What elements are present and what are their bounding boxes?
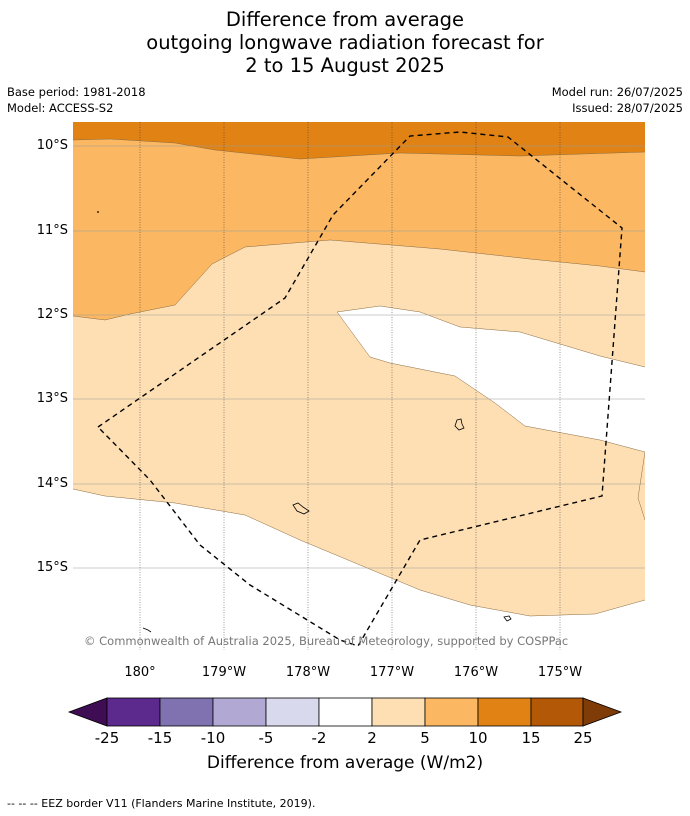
lon-label-175w: 175°W [537,665,583,680]
islands [142,418,512,633]
meta-left: Base period: 1981-2018 Model: ACCESS-S2 [7,84,146,116]
colorbar-tick-label: -5 [258,729,274,747]
colorbar-bin-7 [424,697,479,727]
lat-label-12s: 12°S [36,307,68,322]
model-name: Model: ACCESS-S2 [7,101,114,115]
meta-right: Model run: 26/07/2025 Issued: 28/07/2025 [552,84,683,116]
colorbar-bin-9 [530,697,584,727]
eez-border [96,131,623,647]
colorbar-bin-5 [318,697,373,727]
contour-dark-orange [73,122,645,159]
contour-white-east [337,306,645,452]
colorbar-bin-6 [371,697,426,727]
colorbar-bin-8 [477,697,532,727]
lon-label-180: 180° [124,665,156,680]
title-line-3: 2 to 15 August 2025 [245,54,445,77]
colorbar-extend-low [67,697,108,727]
colorbar-tick-label: 25 [573,729,593,747]
contour-medium-orange [73,139,645,320]
island-wallis [454,418,465,431]
colorbar-bin-2 [159,697,214,727]
issued-date: Issued: 28/07/2025 [572,101,683,115]
title-line-2: outgoing longwave radiation forecast for [146,31,544,54]
island-futuna [292,502,310,515]
model-run: Model run: 26/07/2025 [551,85,683,99]
colorbar-tick-label: 2 [367,729,377,747]
contour-lines [73,138,645,617]
colorbar-tick-label: -15 [147,729,173,747]
island-south [503,615,512,622]
colorbar-tick-label: -2 [311,729,327,747]
colorbar-extend-high [582,697,623,727]
copyright-notice: © Commonwealth of Australia 2025, Bureau… [84,634,569,648]
colorbar-bin-3 [212,697,267,727]
lat-label-15s: 15°S [36,560,68,575]
lon-label-179w: 179°W [201,665,247,680]
colorbar-tick-label: 5 [420,729,430,747]
colorbar [67,697,623,727]
island-west [142,627,152,633]
lon-label-177w: 177°W [369,665,415,680]
colorbar-tick-label: -25 [94,729,120,747]
colorbar-tick-label: 15 [521,729,541,747]
chart-title: Difference from average outgoing longwav… [0,8,690,77]
contour-white-southwest [73,489,645,650]
map-area [73,122,645,650]
colorbar-bin-1 [106,697,161,727]
lat-label-10s: 10°S [36,138,68,153]
colorbar-bin-4 [265,697,320,727]
title-line-1: Difference from average [225,8,465,31]
grid-lines [73,122,645,650]
colorbar-tick-label: 10 [468,729,488,747]
island-dot [97,211,99,213]
lon-label-178w: 178°W [285,665,331,680]
lon-label-176w: 176°W [453,665,499,680]
eez-footnote: -- -- -- EEZ border V11 (Flanders Marine… [7,797,316,810]
colorbar-title: Difference from average (W/m2) [206,753,484,773]
lat-label-11s: 11°S [36,223,68,238]
colorbar-tick-label: -10 [200,729,226,747]
lat-label-14s: 14°S [36,476,68,491]
base-period: Base period: 1981-2018 [7,85,146,99]
lat-label-13s: 13°S [36,391,68,406]
